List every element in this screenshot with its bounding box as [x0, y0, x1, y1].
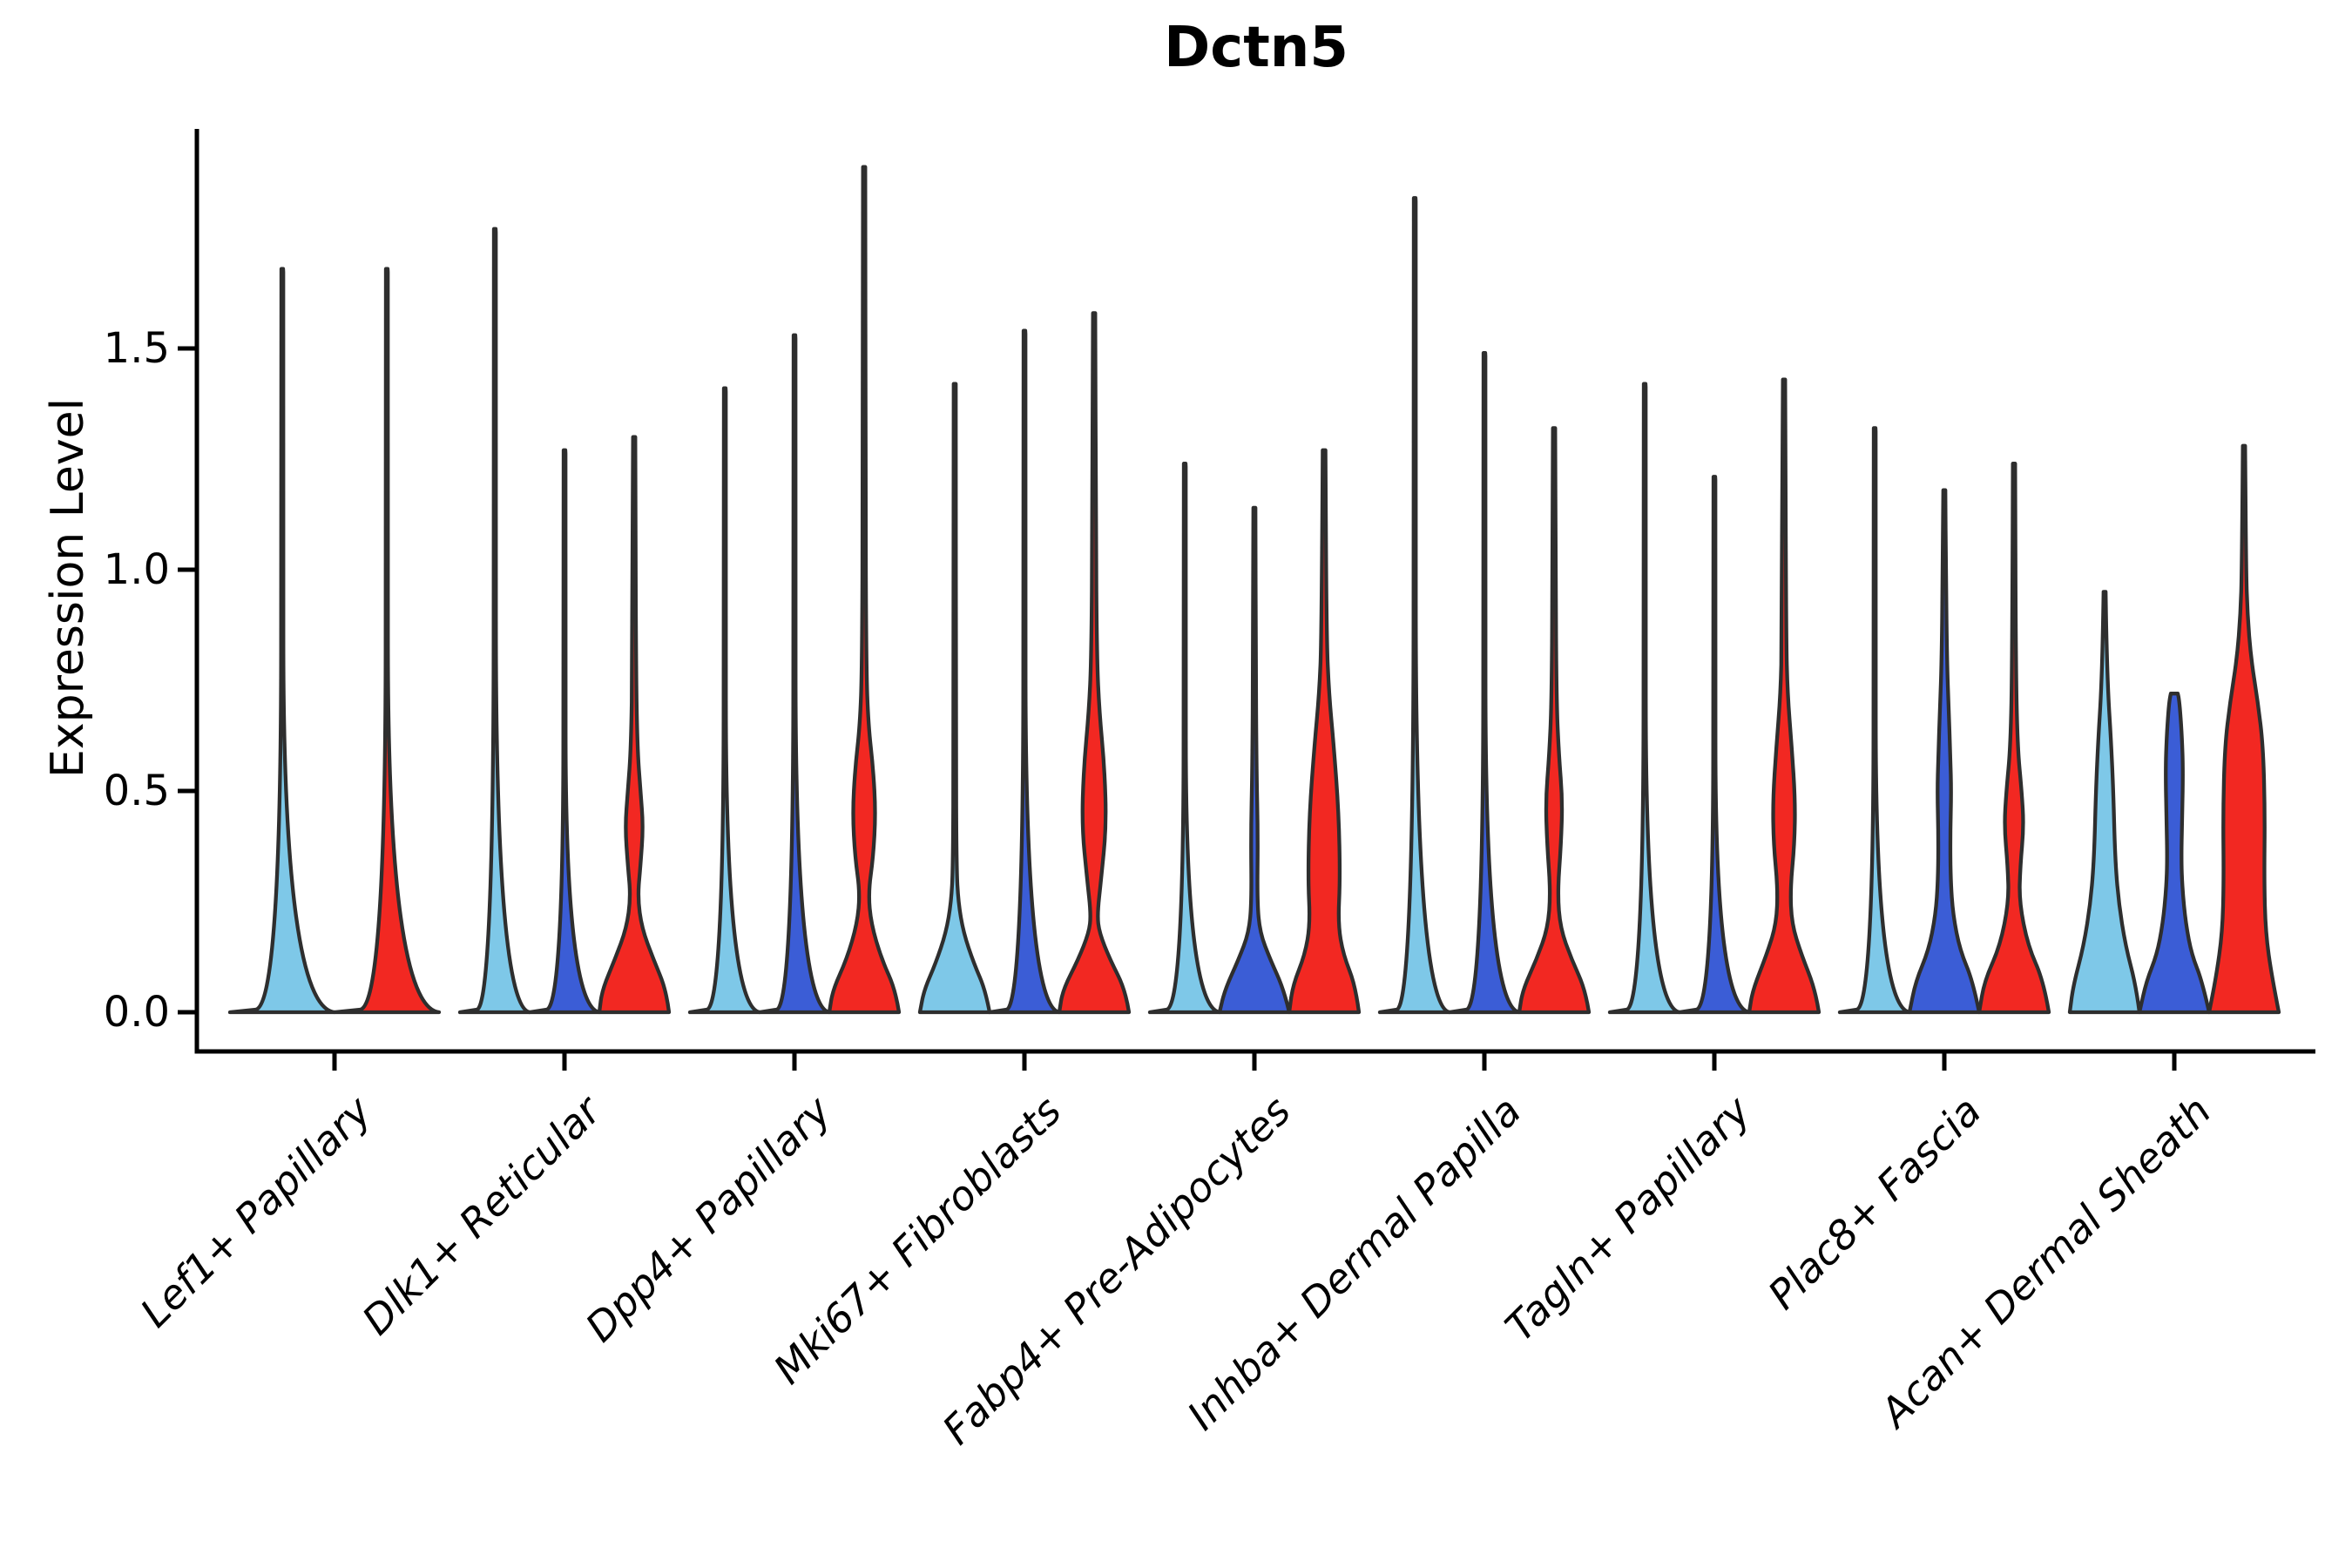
violin-7-darkblue: [1677, 475, 1752, 1015]
violin-3-red: [827, 165, 902, 1015]
violin-1-lightblue: [227, 267, 337, 1015]
violin-3-lightblue: [687, 386, 762, 1015]
violin-7-lightblue: [1607, 382, 1682, 1015]
violin-5-darkblue: [1217, 505, 1292, 1015]
violin-4-darkblue: [987, 328, 1062, 1015]
y-tick-label-0.5: 0.5: [103, 767, 170, 815]
violin-9-lightblue: [2067, 590, 2142, 1015]
violin-6-red: [1517, 426, 1592, 1015]
violin-4-red: [1057, 311, 1132, 1015]
violin-6-lightblue: [1377, 196, 1452, 1015]
violin-2-darkblue: [527, 448, 602, 1015]
violin-3-darkblue: [757, 333, 832, 1015]
violin-8-darkblue: [1907, 488, 1982, 1015]
violin-2-lightblue: [457, 226, 532, 1015]
violin-9-red: [2207, 443, 2281, 1015]
y-tick-label-1.0: 1.0: [103, 545, 170, 594]
violin-8-red: [1977, 461, 2051, 1015]
violin-9-darkblue: [2137, 692, 2212, 1015]
violin-4-lightblue: [917, 382, 992, 1015]
violin-5-lightblue: [1147, 461, 1222, 1015]
y-tick-label-0.0: 0.0: [103, 988, 170, 1037]
violin-2-red: [597, 435, 672, 1015]
violin-1-red: [332, 267, 442, 1015]
y-tick-label-1.5: 1.5: [103, 324, 170, 373]
violin-6-darkblue: [1447, 350, 1522, 1015]
violin-5-red: [1287, 448, 1362, 1015]
violin-8-lightblue: [1837, 426, 1912, 1015]
page-title: Dctn5: [1164, 16, 1348, 80]
violin-7-red: [1747, 377, 1821, 1015]
